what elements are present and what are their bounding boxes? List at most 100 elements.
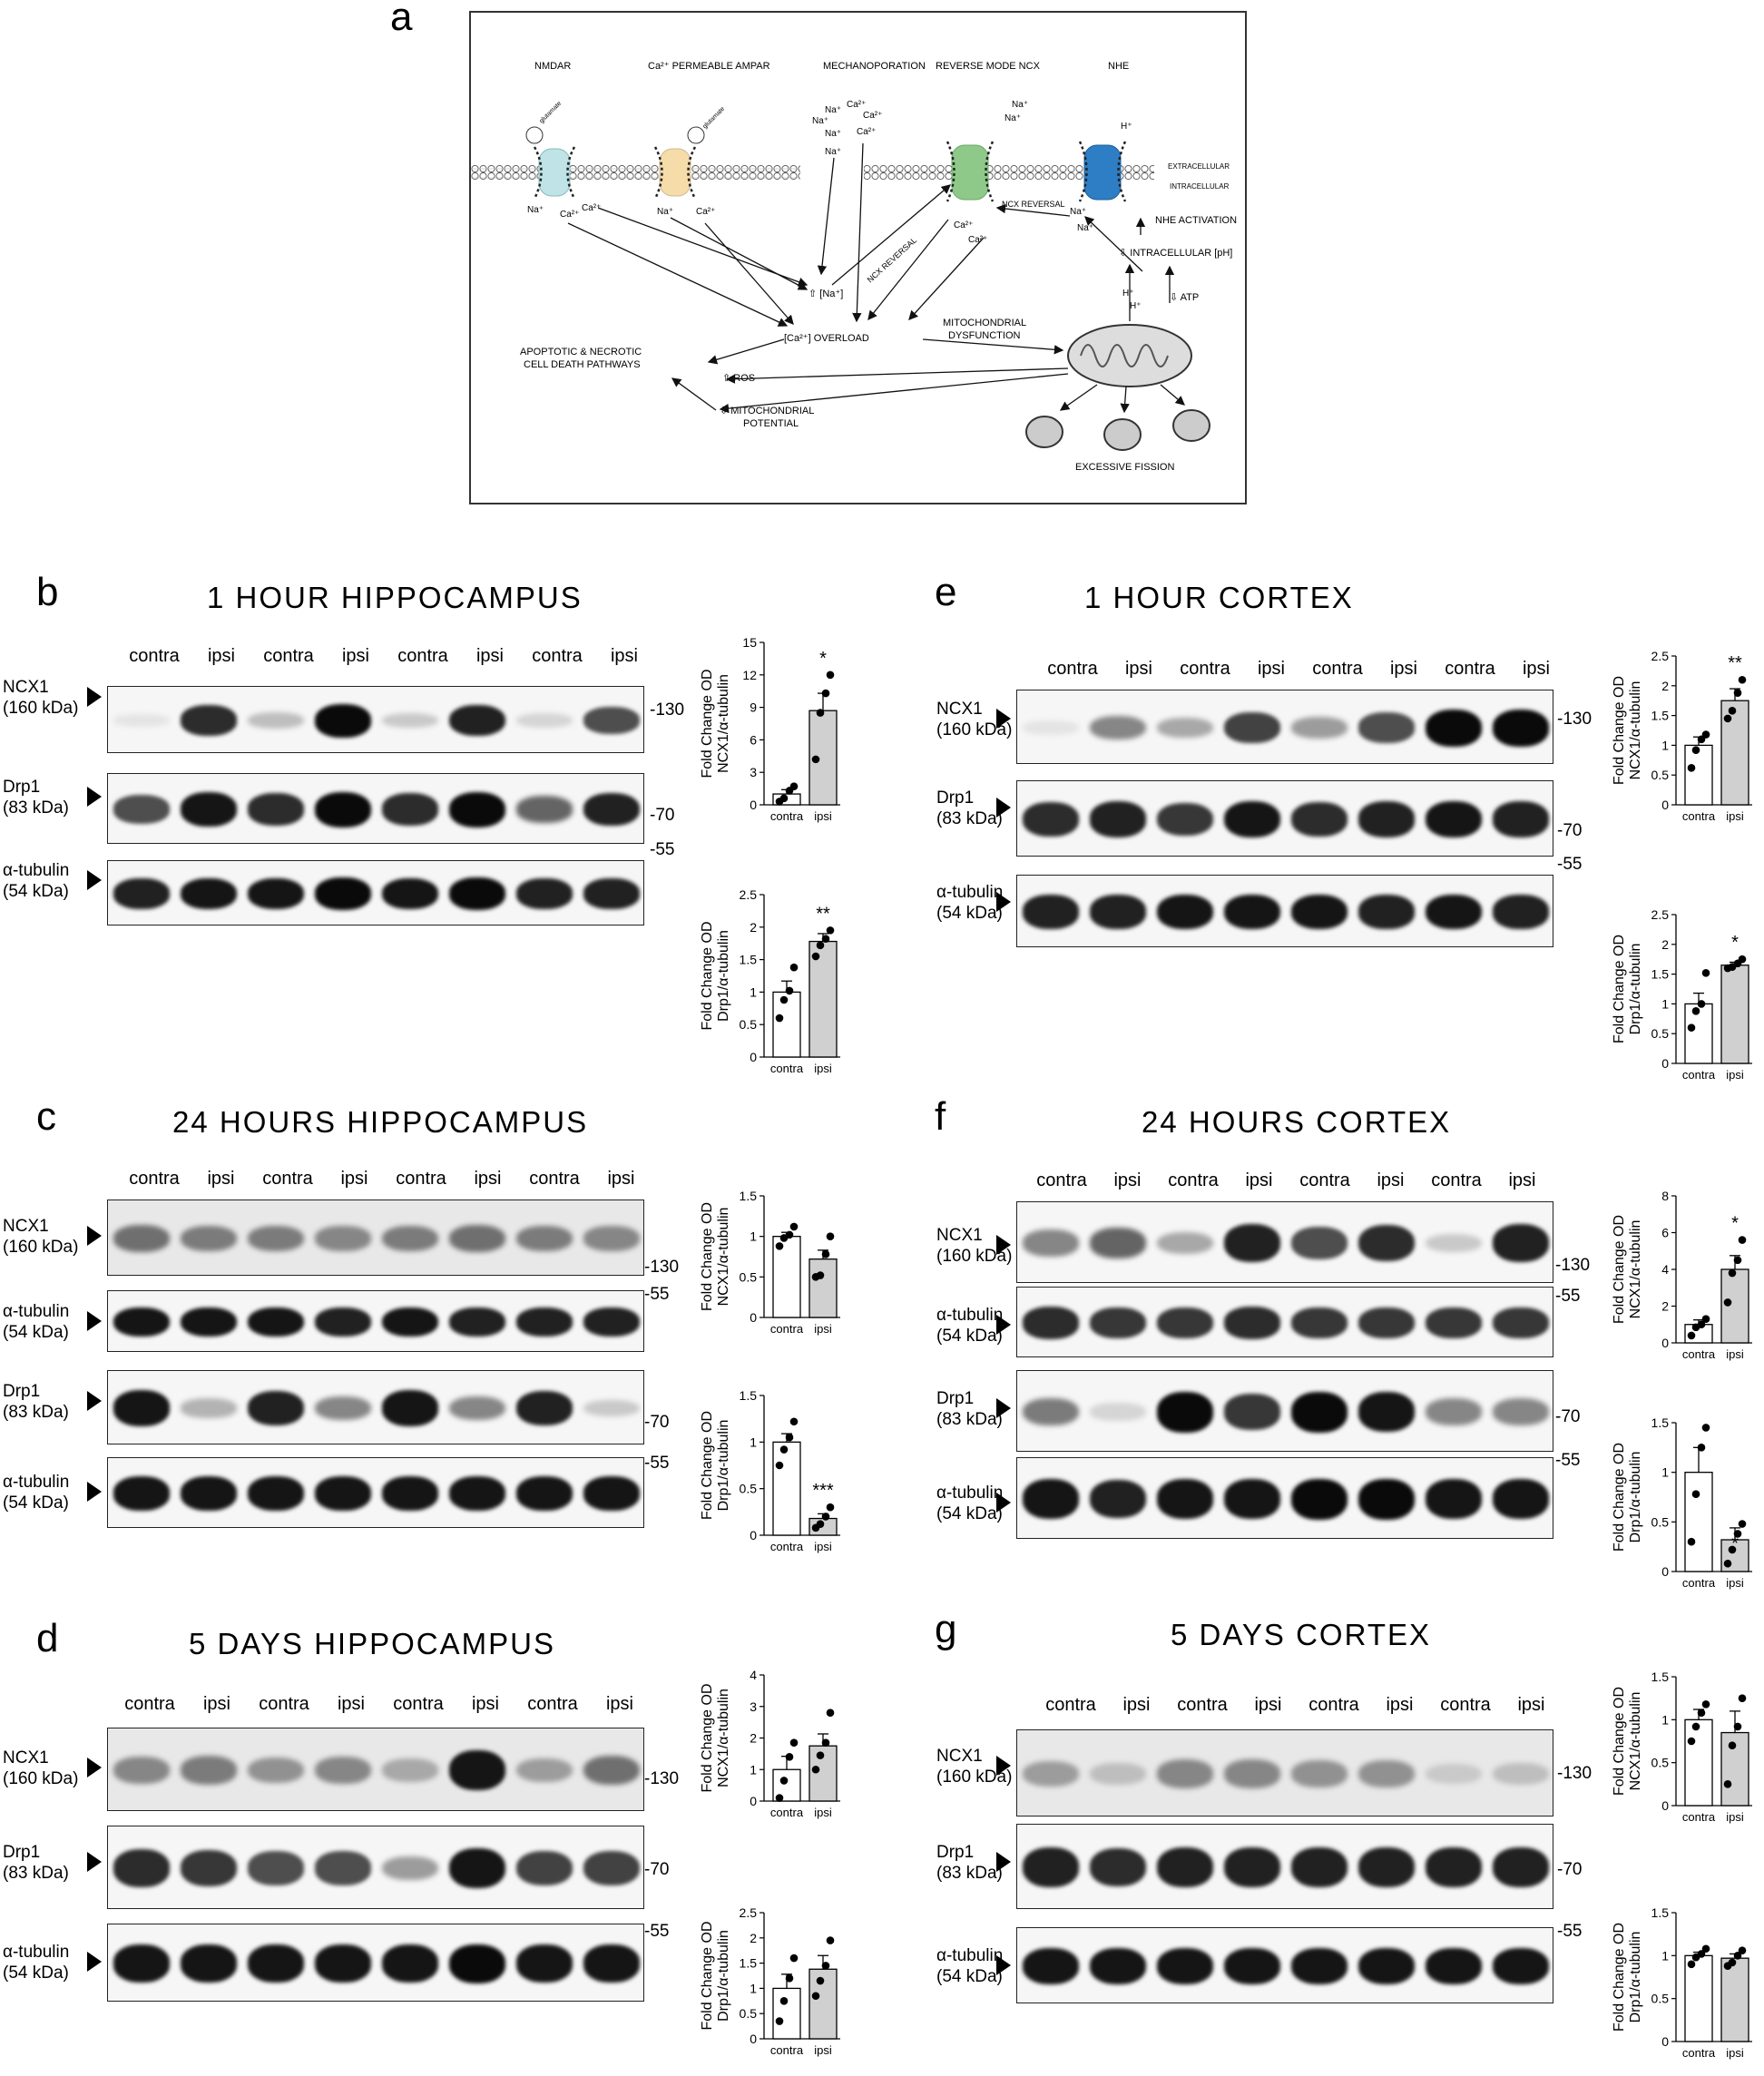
- x-tick-label: contra: [1682, 1576, 1716, 1590]
- lane-label-ipsi: ipsi: [1386, 1695, 1414, 1715]
- data-point: [1738, 1946, 1747, 1954]
- x-tick-label: ipsi: [1726, 1810, 1744, 1824]
- blot-g-2: [1016, 1927, 1553, 2003]
- y-axis-label: Fold Change OD: [700, 1411, 715, 1520]
- ion-na-mech-3: Na⁺: [825, 129, 841, 139]
- panel-letter-e: e: [935, 570, 957, 614]
- mechanism-diagram-svg: NMDAR Ca²⁺ PERMEABLE AMPAR MECHANOPORATI…: [471, 61, 1237, 473]
- membrane-left: [471, 163, 800, 183]
- data-point: [816, 1271, 825, 1279]
- panel-title-e: 1 HOUR CORTEX: [1084, 581, 1354, 614]
- blot-band: [1224, 711, 1280, 744]
- blot-band: [248, 793, 304, 826]
- y-tick-label: 0: [1661, 1056, 1669, 1071]
- blot-b-2: [107, 860, 644, 925]
- lane-label-ipsi: ipsi: [607, 1169, 635, 1189]
- y-tick-label: 1: [750, 1762, 757, 1777]
- blot-row-kda: (54 kDa): [3, 882, 69, 901]
- y-tick-label: 0.5: [1651, 1992, 1670, 2006]
- blot-c-2: [107, 1370, 644, 1444]
- blot-row-kda: (83 kDa): [3, 798, 69, 818]
- panel-letter-c: c: [36, 1094, 56, 1139]
- ion-ca-mech-2: Ca²⁺: [863, 111, 882, 121]
- ncx-channel-icon: [946, 141, 995, 202]
- blot-band: [1493, 1223, 1549, 1263]
- ion-na-mech-1: Na⁺: [825, 105, 841, 115]
- blot-band: [248, 1851, 304, 1885]
- blot-band: [1090, 1403, 1146, 1421]
- blot-band: [1493, 1398, 1549, 1425]
- ion-ca-nmdar: Ca²⁺: [560, 210, 579, 220]
- y-tick-label: 1: [1661, 1948, 1669, 1963]
- data-point: [1691, 1490, 1700, 1499]
- blot-band: [583, 878, 640, 909]
- data-point: [1701, 730, 1710, 739]
- data-point: [1738, 675, 1747, 684]
- panel-letter-a: a: [390, 0, 413, 39]
- blot-band: [1426, 1479, 1482, 1519]
- lane-label-ipsi: ipsi: [471, 1694, 499, 1714]
- blot-band: [382, 1944, 438, 1983]
- blot-band: [1358, 1392, 1415, 1432]
- lane-label-contra: contra: [1047, 659, 1098, 679]
- excessive-fission-label: EXCESSIVE FISSION: [1075, 462, 1174, 473]
- blot-band: [1090, 1947, 1146, 1985]
- y-axis-label: Fold Change OD: [700, 1683, 715, 1792]
- significance-label: **: [1728, 653, 1742, 673]
- y-tick-label: 1.5: [740, 1189, 758, 1203]
- blot-f-2: [1016, 1370, 1553, 1452]
- y-axis-sublabel: Drp1/α-tubulin: [716, 930, 731, 1022]
- blot-band: [1426, 709, 1482, 747]
- ion-h-mito-2: H⁺: [1130, 301, 1142, 311]
- mw-marker: -55: [1555, 1287, 1581, 1306]
- data-point: [789, 1954, 799, 1963]
- x-tick-label: contra: [770, 1062, 804, 1075]
- y-axis-sublabel: Drp1/α-tubulin: [1628, 1932, 1643, 2023]
- data-point: [821, 689, 830, 698]
- bar-chart-d-ncx1: Fold Change OD NCX1/α-tubulin 0 1 2 3 4 contra i…: [700, 1668, 840, 1819]
- bar-contra: [772, 1987, 801, 2040]
- data-point: [1701, 1699, 1710, 1709]
- data-point: [1733, 1530, 1742, 1538]
- blot-band: [1493, 1947, 1549, 1985]
- y-axis-sublabel: Drp1/α-tubulin: [716, 1420, 731, 1512]
- y-tick-label: 0: [750, 1310, 757, 1325]
- blot-band: [1291, 1760, 1348, 1787]
- mito-dysfunction-label-1: MITOCHONDRIAL: [943, 318, 1026, 328]
- blot-row-name: α-tubulin: [3, 1943, 70, 1962]
- blot-e-1: [1016, 780, 1553, 857]
- y-tick-label: 2.5: [1651, 907, 1670, 922]
- row-pointer-icon: [996, 1235, 1011, 1255]
- blot-band: [1157, 1391, 1213, 1433]
- bar-contra: [772, 1236, 801, 1318]
- data-point: [1723, 1780, 1732, 1788]
- blot-band: [583, 792, 640, 827]
- blot-row-name: α-tubulin: [936, 883, 1004, 902]
- lane-label-ipsi: ipsi: [1377, 1170, 1405, 1190]
- data-point: [821, 1738, 830, 1748]
- data-point: [816, 1520, 825, 1528]
- data-point: [775, 1014, 784, 1023]
- lane-label-contra: contra: [259, 1694, 309, 1714]
- panel-title-f: 24 HOURS CORTEX: [1142, 1105, 1452, 1139]
- mw-marker: -55: [644, 1454, 670, 1473]
- lane-label-contra: contra: [124, 1694, 175, 1714]
- data-point: [779, 995, 789, 1004]
- blot-row-name: NCX1: [936, 1226, 983, 1245]
- blot-band: [181, 1756, 237, 1785]
- data-point: [1697, 1000, 1706, 1008]
- data-point: [789, 1738, 799, 1748]
- ncx-reversal-diag-label: NCX REVERSAL: [866, 236, 918, 285]
- bar-chart-e-drp1: Fold Change OD Drp1/α-tubulin 0 0.5 1 1.5 2 2.5…: [1612, 907, 1752, 1082]
- data-point: [826, 1709, 835, 1717]
- data-point: [775, 1461, 784, 1470]
- row-pointer-icon: [996, 709, 1011, 729]
- glutamate-label-1: glutamate: [538, 101, 563, 125]
- blot-row-name: Drp1: [936, 788, 975, 808]
- blot-band: [315, 877, 371, 910]
- bar-chart-g-ncx1: Fold Change OD NCX1/α-tubulin 0 0.5 1 1.5 cont…: [1612, 1670, 1752, 1824]
- data-point: [789, 963, 799, 972]
- blot-band: [181, 1849, 237, 1887]
- data-point: [789, 1222, 799, 1231]
- blot-band: [181, 1476, 237, 1511]
